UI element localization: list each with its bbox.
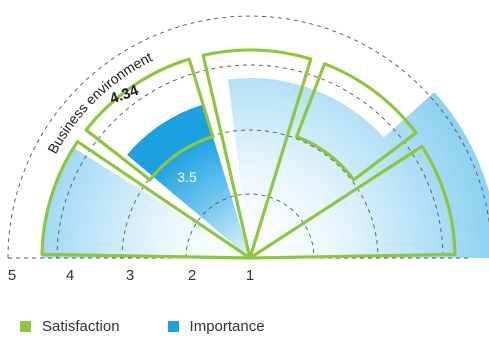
grid-ring-2 [185, 193, 315, 259]
axis-tick-1: 1 [246, 267, 254, 284]
legend: Satisfaction Importance [20, 318, 313, 335]
legend-label-satisfaction: Satisfaction [42, 318, 120, 335]
importance-bg-5 [250, 92, 489, 258]
axis-tick-3: 3 [126, 267, 134, 284]
satisfaction-sector-2 [84, 57, 215, 182]
satisfaction-sector-4 [294, 62, 418, 182]
legend-label-importance: Importance [189, 318, 265, 335]
satisfaction-swatch [20, 321, 31, 332]
importance-bar-business-environment [127, 104, 250, 258]
satisfaction-sector-1 [40, 140, 252, 260]
grid-ring-5 [7, 15, 489, 259]
grid-ring-3 [121, 129, 379, 259]
satisfaction-sector-3 [201, 48, 313, 260]
grid-ring-4 [56, 64, 444, 259]
importance-bg-1 [42, 147, 250, 258]
axis-tick-5: 5 [8, 267, 16, 284]
legend-item-satisfaction: Satisfaction [20, 318, 120, 335]
satisfaction-sector-5 [248, 144, 457, 260]
importance-value-label: 3.5 [177, 169, 197, 185]
importance-bg-3 [228, 78, 392, 259]
axis-tick-2: 2 [188, 267, 196, 284]
legend-item-importance: Importance [167, 318, 265, 335]
axis-tick-4: 4 [66, 267, 74, 284]
importance-swatch [167, 321, 179, 332]
